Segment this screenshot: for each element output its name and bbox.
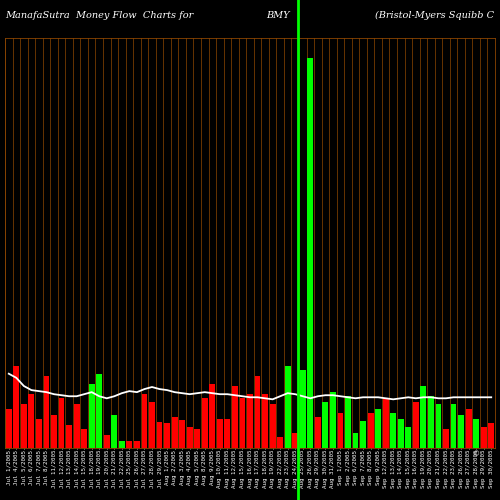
Bar [104,435,110,448]
Bar [375,408,381,448]
Bar [126,442,132,448]
Bar [36,419,42,448]
Bar [285,366,290,448]
Bar [308,58,313,448]
Bar [481,427,486,448]
Bar [315,417,321,448]
Bar [240,398,246,448]
Bar [406,427,411,448]
Bar [450,404,456,448]
Bar [202,398,207,448]
Bar [428,396,434,448]
Bar [81,429,87,448]
Bar [277,437,283,448]
Bar [360,421,366,448]
Bar [149,402,155,448]
Bar [14,366,19,448]
Bar [322,402,328,448]
Bar [383,398,388,448]
Bar [413,402,419,448]
Bar [300,370,306,448]
Bar [74,404,80,448]
Bar [224,419,230,448]
Bar [217,419,223,448]
Bar [488,423,494,448]
Bar [172,417,177,448]
Bar [28,394,34,448]
Bar [51,414,57,448]
Text: (Bristol-Myers Squibb C: (Bristol-Myers Squibb C [376,11,494,20]
Bar [96,374,102,448]
Bar [390,412,396,448]
Bar [66,425,72,448]
Bar [443,429,449,448]
Bar [330,392,336,448]
Bar [44,376,50,448]
Bar [187,427,192,448]
Text: BMY: BMY [266,11,289,20]
Bar [458,414,464,448]
Bar [6,408,12,448]
Bar [156,422,162,448]
Bar [210,384,215,448]
Bar [142,394,148,448]
Bar [368,412,374,448]
Bar [420,386,426,448]
Bar [89,384,94,448]
Bar [398,419,404,448]
Bar [58,398,64,448]
Bar [232,386,238,448]
Bar [119,442,125,448]
Bar [338,412,344,448]
Bar [466,408,471,448]
Bar [292,433,298,448]
Bar [194,429,200,448]
Bar [270,404,276,448]
Bar [352,433,358,448]
Bar [436,404,442,448]
Bar [473,419,479,448]
Bar [262,394,268,448]
Bar [112,414,117,448]
Bar [254,376,260,448]
Bar [345,396,351,448]
Bar [21,404,27,448]
Bar [179,420,185,448]
Text: ManafaSutra  Money Flow  Charts for: ManafaSutra Money Flow Charts for [5,11,193,20]
Bar [134,442,140,448]
Bar [164,423,170,448]
Text: ©: © [473,452,480,458]
Bar [247,394,253,448]
